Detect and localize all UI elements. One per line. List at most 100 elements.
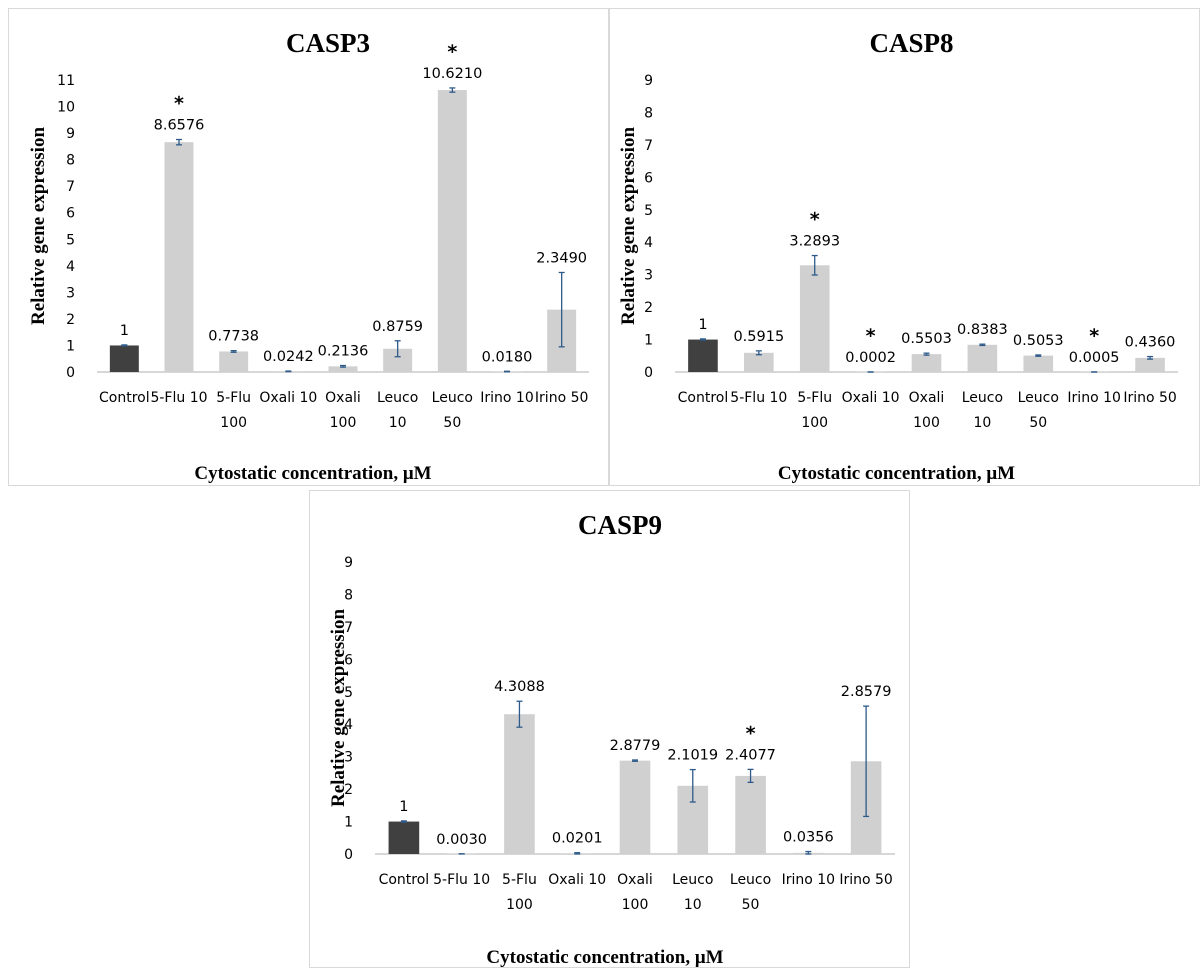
casp3-y-tick-label: 3 (66, 285, 75, 301)
casp8-category-label: 100 (913, 415, 940, 431)
casp9-y-tick-label: 8 (344, 587, 353, 603)
casp9-category-label: 5-Flu 10 (433, 872, 490, 888)
casp8-y-tick-label: 3 (644, 268, 653, 284)
casp8-category-label: Leuco (1018, 390, 1059, 406)
casp3-category-label: 10 (389, 415, 407, 431)
casp8-y-tick-label: 9 (644, 73, 653, 89)
casp9-y-tick-label: 1 (344, 815, 353, 831)
casp9-bar (735, 775, 766, 854)
casp9-category-label: Oxali (617, 872, 653, 888)
casp8-category-label: Oxali (909, 390, 945, 406)
casp9-chart-panel: CASP9 Relative gene expression Cytostatic … (309, 490, 910, 968)
casp3-category-label: 100 (330, 415, 357, 431)
casp9-bar (504, 714, 535, 854)
casp3-category-label: Control (99, 390, 150, 406)
casp3-category-label: 100 (220, 415, 247, 431)
casp8-significance-marker: * (1089, 325, 1099, 347)
casp3-data-label: 0.0180 (482, 349, 533, 365)
casp3-y-tick-label: 1 (66, 338, 75, 354)
casp8-data-label: 0.5503 (901, 331, 952, 347)
casp3-y-tick-label: 2 (66, 312, 75, 328)
casp8-category-label: Irino 10 (1067, 390, 1120, 406)
casp8-category-label: Irino 50 (1123, 390, 1176, 406)
casp3-x-axis-label: Cytostatic concentration, μM (194, 463, 431, 484)
casp3-category-label: 50 (443, 415, 461, 431)
casp3-data-label: 0.0242 (263, 349, 314, 365)
casp9-y-tick-label: 5 (344, 685, 353, 701)
casp8-data-label: 0.0005 (1069, 350, 1120, 366)
casp8-bar (799, 265, 830, 372)
casp9-y-tick-label: 2 (344, 782, 353, 798)
casp9-title: CASP9 (578, 510, 662, 540)
casp9-category-label: 10 (684, 897, 702, 913)
casp8-title: CASP8 (869, 28, 953, 58)
casp9-data-label: 0.0201 (552, 831, 603, 847)
casp9-data-label: 0.0356 (783, 830, 834, 846)
casp9-bar (619, 760, 651, 854)
casp3-bar (437, 90, 467, 372)
casp8-y-axis-label: Relative gene expression (618, 127, 639, 325)
casp8-chart: CASP8 Relative gene expression Cytostatic … (618, 28, 1178, 484)
casp9-y-tick-label: 4 (344, 717, 353, 733)
casp8-y-tick-label: 8 (644, 105, 653, 121)
casp8-bar (967, 344, 998, 372)
casp9-y-tick-label: 0 (344, 847, 353, 863)
casp3-y-tick-label: 10 (57, 100, 75, 116)
casp3-bar (219, 351, 249, 372)
casp8-data-label: 0.8383 (957, 322, 1008, 338)
casp3-bar (383, 348, 413, 372)
casp9-x-axis-label: Cytostatic concentration, μM (486, 947, 723, 968)
casp8-y-tick-label: 4 (644, 235, 653, 251)
casp3-data-label: 0.8759 (372, 319, 423, 335)
casp9-data-label: 2.8779 (610, 738, 661, 754)
casp8-data-label: 0.4360 (1125, 335, 1176, 351)
casp9-data-label: 0.0030 (436, 832, 487, 848)
casp3-data-label: 8.6576 (154, 118, 205, 134)
casp9-category-label: Control (379, 872, 430, 888)
casp8-data-label: 0.5915 (733, 329, 784, 345)
casp9-bar (388, 821, 420, 854)
casp8-bar (1023, 355, 1054, 372)
casp9-data-label: 1 (399, 799, 408, 815)
casp9-category-label: Leuco (672, 872, 713, 888)
casp8-category-label: Control (678, 390, 729, 406)
casp8-category-label: 5-Flu 10 (730, 390, 787, 406)
casp9-category-label: Irino 50 (839, 872, 892, 888)
casp3-category-label: Oxali 10 (259, 390, 317, 406)
casp3-y-tick-label: 4 (66, 259, 75, 275)
casp8-significance-marker: * (810, 209, 820, 231)
casp3-category-label: Leuco (377, 390, 418, 406)
casp3-chart: CASP3 Relative gene expression Cytostatic … (28, 28, 589, 484)
casp8-y-tick-label: 6 (644, 170, 653, 186)
casp3-data-label: 10.6210 (422, 66, 482, 82)
casp3-category-label: Oxali (325, 390, 361, 406)
casp9-category-label: 100 (506, 897, 533, 913)
casp8-y-tick-label: 2 (644, 300, 653, 316)
casp8-data-label: 3.2893 (789, 234, 840, 250)
casp3-y-tick-label: 5 (66, 232, 75, 248)
casp9-data-label: 4.3088 (494, 679, 545, 695)
casp8-y-tick-label: 0 (644, 365, 653, 381)
casp9-data-label: 2.8579 (841, 684, 892, 700)
casp3-bar (109, 345, 139, 372)
casp8-y-tick-label: 5 (644, 203, 653, 219)
casp3-bar (328, 366, 358, 372)
casp8-data-label: 0.5053 (1013, 333, 1064, 349)
casp9-category-label: 50 (742, 897, 760, 913)
casp8-significance-marker: * (866, 325, 876, 347)
casp3-data-label: 0.7738 (208, 329, 259, 345)
casp8-category-label: 10 (973, 415, 991, 431)
casp9-y-axis-label: Relative gene expression (328, 609, 349, 807)
casp9-data-label: 2.1019 (667, 748, 718, 764)
casp3-category-label: Irino 10 (480, 390, 533, 406)
casp8-x-axis-label: Cytostatic concentration, μM (778, 463, 1015, 484)
casp9-data-label: 2.4077 (725, 747, 776, 763)
casp8-category-label: 100 (801, 415, 828, 431)
casp8-data-label: 1 (698, 317, 707, 333)
casp8-category-label: 50 (1029, 415, 1047, 431)
casp3-y-tick-label: 11 (57, 73, 75, 89)
casp8-category-label: Leuco (962, 390, 1003, 406)
casp3-category-label: Leuco (432, 390, 473, 406)
casp9-chart: CASP9 Relative gene expression Cytostatic … (328, 510, 895, 968)
casp3-title: CASP3 (286, 28, 370, 58)
